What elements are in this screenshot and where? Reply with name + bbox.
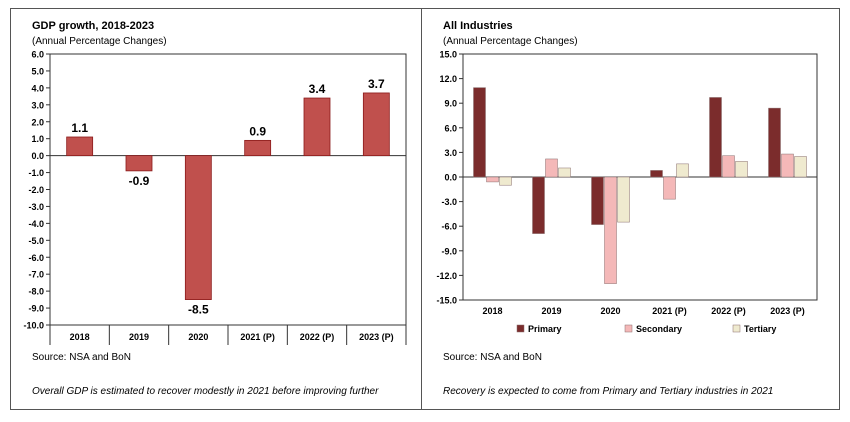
data-label: 3.7	[368, 77, 385, 91]
y-tick-label: -2.0	[28, 185, 44, 195]
bar	[362, 92, 390, 157]
y-tick-label: 6.0	[31, 50, 44, 60]
bar-primary	[650, 170, 663, 178]
y-tick-label: 9.0	[444, 99, 457, 109]
legend-swatch	[732, 324, 741, 333]
gdp-growth-chart: 6.0 5.0 4.0 3.0 2.0 1.0 0.0 -1.0 -2.0 -3.0 -4.0 -5.…	[23, 50, 407, 345]
chart-title: All Industries	[443, 20, 513, 32]
chart-commentary: Overall GDP is estimated to recover mode…	[32, 386, 379, 397]
y-tick-label: 2.0	[31, 117, 44, 127]
chart-subtitle: (Annual Percentage Changes)	[32, 36, 167, 47]
legend-label: Tertiary	[744, 324, 776, 334]
x-tick-label: 2023 (P)	[770, 306, 805, 316]
y-tick-label: -6.0	[441, 222, 457, 232]
y-tick-label: -12.0	[436, 271, 457, 281]
bar-secondary	[486, 176, 499, 183]
x-tick-label: 2023 (P)	[359, 332, 394, 342]
bar-primary	[473, 87, 486, 178]
data-label: -8.5	[188, 303, 209, 317]
panel-divider	[421, 8, 422, 410]
gdp-growth-panel: GDP growth, 2018-2023 (Annual Percentage…	[10, 8, 420, 410]
y-tick-label: 0.0	[444, 173, 457, 183]
y-tick-label: 1.0	[31, 134, 44, 144]
y-tick-label: 6.0	[444, 123, 457, 133]
bar-primary	[591, 176, 604, 225]
bar-secondary	[604, 176, 617, 284]
data-label: 3.4	[309, 82, 326, 96]
y-tick-label: 3.0	[31, 100, 44, 110]
chart-title: GDP growth, 2018-2023	[32, 20, 155, 32]
bar-tertiary	[558, 167, 571, 178]
legend-label: Primary	[528, 324, 562, 334]
bar-primary	[709, 97, 722, 178]
x-tick-label: 2018	[70, 332, 90, 342]
y-tick-label: -9.0	[28, 304, 44, 314]
y-tick-label: 15.0	[439, 50, 457, 60]
data-label: -0.9	[129, 174, 150, 188]
y-tick-label: 3.0	[444, 148, 457, 158]
y-tick-label: -15.0	[436, 296, 457, 306]
bar-tertiary	[499, 176, 512, 186]
bar	[244, 139, 272, 157]
bar-tertiary	[617, 176, 630, 223]
data-label: 1.1	[71, 121, 88, 135]
x-tick-label: 2021 (P)	[240, 332, 275, 342]
y-tick-label: 5.0	[31, 66, 44, 76]
x-tick-label: 2022 (P)	[300, 332, 335, 342]
x-tick-label: 2020	[188, 332, 208, 342]
figure-frame	[10, 8, 840, 410]
bar-primary	[532, 176, 545, 234]
chart-commentary: Recovery is expected to come from Primar…	[443, 386, 774, 397]
bar	[125, 155, 153, 172]
y-tick-label: -10.0	[23, 321, 44, 331]
bar	[303, 97, 331, 157]
bar-primary	[768, 107, 781, 178]
all-industries-panel: All Industries (Annual Percentage Change…	[421, 8, 831, 410]
y-tick-label: -4.0	[28, 219, 44, 229]
bar-tertiary	[676, 163, 689, 178]
x-tick-label: 2018	[482, 306, 502, 316]
y-tick-label: -8.0	[28, 287, 44, 297]
y-tick-label: -7.0	[28, 270, 44, 280]
bar-secondary	[781, 153, 794, 178]
x-tick-label: 2021 (P)	[652, 306, 687, 316]
plot-area	[49, 53, 407, 326]
x-tick-label: 2019	[129, 332, 149, 342]
y-tick-label: -1.0	[28, 168, 44, 178]
legend-swatch	[624, 324, 633, 333]
chart-subtitle: (Annual Percentage Changes)	[443, 36, 578, 47]
bar-tertiary	[794, 156, 807, 178]
y-tick-label: -3.0	[441, 197, 457, 207]
y-tick-label: -6.0	[28, 253, 44, 263]
bar	[66, 136, 94, 157]
y-tick-label: -9.0	[441, 246, 457, 256]
x-tick-label: 2019	[541, 306, 561, 316]
x-tick-label: 2020	[600, 306, 620, 316]
legend-swatch	[516, 324, 525, 333]
data-label: 0.9	[249, 124, 266, 138]
source-note: Source: NSA and BoN	[32, 352, 131, 363]
y-tick-label: -5.0	[28, 236, 44, 246]
source-note: Source: NSA and BoN	[443, 352, 542, 363]
bar-secondary	[545, 158, 558, 178]
all-industries-chart: 15.0 12.0 9.0 6.0 3.0 0.0 -3.0 -6.0 -9.0 -12.0 -15…	[436, 50, 818, 334]
y-tick-label: -3.0	[28, 202, 44, 212]
x-tick-label: 2022 (P)	[711, 306, 746, 316]
y-tick-label: 12.0	[439, 74, 457, 84]
bar	[184, 155, 212, 300]
bar-secondary	[663, 176, 676, 200]
legend-label: Secondary	[636, 324, 682, 334]
y-tick-label: 0.0	[31, 151, 44, 161]
bar-tertiary	[735, 161, 748, 178]
bar-secondary	[722, 155, 735, 178]
y-tick-label: 4.0	[31, 83, 44, 93]
